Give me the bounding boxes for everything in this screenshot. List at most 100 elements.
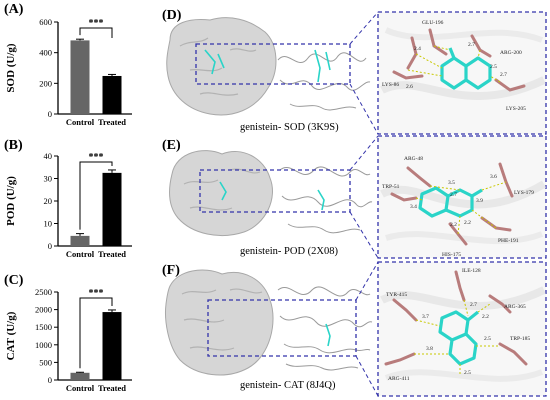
panel-label-a: (A) bbox=[4, 2, 24, 17]
y-tick-label: 2500 bbox=[35, 287, 52, 297]
significance-label: *** bbox=[89, 288, 104, 299]
svg-text:ARG-365: ARG-365 bbox=[504, 304, 526, 310]
svg-text:3.9: 3.9 bbox=[476, 198, 483, 204]
bar-control bbox=[70, 372, 90, 380]
svg-text:LYS-205: LYS-205 bbox=[506, 106, 526, 112]
category-label: Treated bbox=[98, 383, 126, 393]
svg-text:ILE-128: ILE-128 bbox=[462, 268, 481, 274]
bar-chart-cat: 0 500 1000 1500 2000 2500 CAT (U/g) Control Trea… bbox=[5, 287, 132, 393]
category-label: Control bbox=[66, 249, 95, 259]
y-tick-label: 40 bbox=[44, 151, 53, 161]
bar-treated bbox=[102, 172, 122, 246]
y-tick-label: 2000 bbox=[35, 305, 52, 315]
significance-label: *** bbox=[89, 18, 104, 29]
y-axis-label: CAT (U/g) bbox=[5, 311, 17, 360]
y-axis-label: POD (U/g) bbox=[5, 176, 17, 226]
svg-text:LYS-86: LYS-86 bbox=[382, 82, 399, 88]
y-tick-label: 0 bbox=[48, 375, 52, 385]
zoom-box bbox=[377, 11, 547, 135]
significance-label: *** bbox=[89, 152, 104, 163]
category-label: Treated bbox=[98, 249, 126, 259]
protein-surface bbox=[169, 150, 273, 236]
binding-site-view: ARG-48 TRP-51 LYS-179 HIS-175 PHE-191 3.… bbox=[380, 156, 547, 258]
svg-text:ARG-411: ARG-411 bbox=[388, 376, 410, 382]
svg-text:2.5: 2.5 bbox=[490, 64, 497, 70]
category-label: Treated bbox=[98, 117, 126, 127]
significance-bracket bbox=[79, 297, 113, 369]
y-tick-label: 600 bbox=[39, 17, 52, 27]
svg-text:LYS-179: LYS-179 bbox=[514, 190, 534, 196]
svg-text:2.2: 2.2 bbox=[464, 220, 471, 226]
svg-text:3.4: 3.4 bbox=[410, 204, 417, 210]
zoom-line-bottom bbox=[355, 355, 379, 397]
svg-text:2.2: 2.2 bbox=[450, 222, 457, 228]
category-label: Control bbox=[66, 383, 95, 393]
selection-box bbox=[199, 169, 351, 213]
svg-text:2.2: 2.2 bbox=[482, 314, 489, 320]
binding-site-view: ILE-128 TYR-415 ARG-365 TRP-185 ARG-411 … bbox=[380, 268, 546, 382]
bar-chart-pod: 0 10 20 30 40 POD (U/g) Control Treated *** bbox=[5, 151, 132, 259]
significance-bracket bbox=[79, 161, 113, 230]
bar-treated bbox=[102, 312, 122, 380]
zoom-line-bottom bbox=[349, 211, 379, 259]
selection-box bbox=[195, 43, 351, 85]
docking-caption: genistein- POD (2X08) bbox=[240, 246, 338, 257]
significance-bracket bbox=[79, 27, 113, 38]
y-tick-label: 10 bbox=[44, 219, 53, 229]
panel-label-f: (F) bbox=[162, 263, 180, 278]
panel-label-c: (C) bbox=[4, 273, 24, 288]
y-tick-label: 400 bbox=[39, 48, 52, 58]
y-tick-label: 0 bbox=[48, 241, 52, 251]
docking-panel-cat: genistein- CAT (8J4Q) bbox=[165, 261, 547, 397]
selection-box bbox=[207, 299, 357, 357]
zoom-line-top bbox=[355, 261, 379, 301]
y-tick-label: 1500 bbox=[35, 322, 52, 332]
panel-label-d: (D) bbox=[162, 8, 182, 23]
svg-text:HIS-175: HIS-175 bbox=[442, 252, 461, 258]
svg-text:2.7: 2.7 bbox=[468, 42, 475, 48]
svg-text:3.8: 3.8 bbox=[426, 346, 433, 352]
svg-text:2.7: 2.7 bbox=[500, 72, 507, 78]
docking-caption: genistein- CAT (8J4Q) bbox=[240, 380, 336, 391]
y-tick-label: 20 bbox=[44, 196, 53, 206]
protein-cartoon bbox=[277, 286, 373, 371]
svg-text:TRP-51: TRP-51 bbox=[382, 184, 400, 190]
y-axis-label: SOD (U/g) bbox=[5, 43, 17, 93]
svg-text:2.4: 2.4 bbox=[414, 46, 421, 52]
protein-surface bbox=[165, 269, 274, 376]
protein-surface bbox=[166, 17, 277, 116]
docking-panel-pod: genistein- POD (2X08) bbox=[169, 135, 547, 259]
svg-text:3.7: 3.7 bbox=[422, 314, 429, 320]
svg-text:PHE-191: PHE-191 bbox=[498, 238, 519, 244]
svg-text:2.7: 2.7 bbox=[470, 302, 477, 308]
svg-text:2.5: 2.5 bbox=[484, 336, 491, 342]
svg-text:GLU-196: GLU-196 bbox=[422, 20, 444, 26]
svg-text:3.6: 3.6 bbox=[490, 174, 497, 180]
y-tick-label: 0 bbox=[48, 109, 52, 119]
bar-control bbox=[70, 235, 90, 246]
svg-text:2.5: 2.5 bbox=[464, 370, 471, 376]
svg-text:TYR-415: TYR-415 bbox=[386, 292, 407, 298]
svg-text:2.6: 2.6 bbox=[406, 84, 413, 90]
svg-text:ARG-48: ARG-48 bbox=[404, 156, 423, 162]
svg-text:2.7: 2.7 bbox=[450, 192, 457, 198]
category-label: Control bbox=[66, 117, 95, 127]
panel-label-b: (B) bbox=[4, 138, 23, 153]
docking-caption: genistein- SOD (3K9S) bbox=[240, 122, 339, 133]
protein-cartoon bbox=[279, 166, 373, 234]
bar-treated bbox=[102, 75, 122, 114]
binding-site-view: GLU-196 ARG-200 LYS-86 LYS-205 2.4 2.7 2… bbox=[380, 20, 546, 112]
y-tick-label: 200 bbox=[39, 78, 52, 88]
panel-label-e: (E) bbox=[162, 138, 181, 153]
y-tick-label: 500 bbox=[39, 357, 52, 367]
svg-text:TRP-185: TRP-185 bbox=[510, 336, 530, 342]
docking-panel-sod: genistein- SOD (3K9S) bbox=[166, 11, 547, 135]
protein-cartoon bbox=[277, 49, 371, 111]
svg-text:3.5: 3.5 bbox=[448, 180, 455, 186]
bar-control bbox=[70, 40, 90, 114]
svg-text:ARG-200: ARG-200 bbox=[500, 50, 522, 56]
y-tick-label: 1000 bbox=[35, 340, 52, 350]
y-tick-label: 30 bbox=[44, 174, 53, 184]
zoom-line-top bbox=[349, 135, 379, 171]
